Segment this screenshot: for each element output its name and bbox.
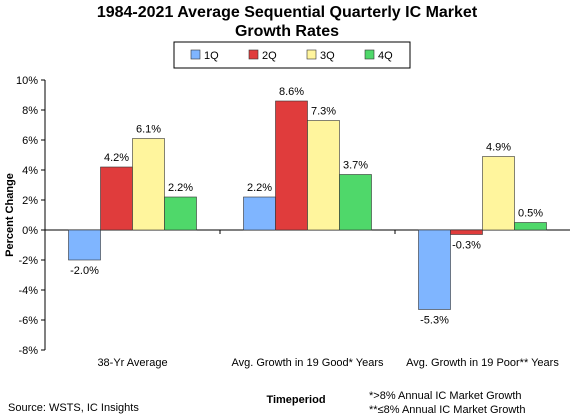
y-tick-label: 0%: [22, 225, 38, 237]
bar-2q-avg-growth-in-19-good-years: [275, 100, 308, 231]
chart-title: 1984-2021 Average Sequential Quarterly I…: [97, 4, 478, 21]
y-tick-label: 6%: [22, 135, 38, 147]
data-label-1q-avg-growth-in-19-poor-years: -5.3%: [420, 315, 449, 327]
data-label-3q-avg-growth-in-19-poor-years: 4.9%: [486, 142, 511, 154]
legend-label-3q: 3Q: [320, 50, 335, 62]
source-note: Source: WSTS, IC Insights: [8, 402, 139, 414]
y-tick-label: 2%: [22, 195, 38, 207]
bar-3q-avg-growth-in-19-good-years: [307, 120, 340, 231]
legend-swatch-3q: [306, 49, 317, 60]
bar-1q-avg-growth-in-19-poor-years: [418, 229, 451, 310]
data-label-3q-avg-growth-in-19-good-years: 7.3%: [311, 106, 336, 118]
bar-1q-avg-growth-in-19-good-years: [243, 196, 276, 231]
bar-4q-avg-growth-in-19-good-years: [339, 174, 372, 231]
data-label-2q-avg-growth-in-19-poor-years: -0.3%: [452, 240, 481, 252]
category-label-avg-growth-in-19-good-years: Avg. Growth in 19 Good* Years: [231, 357, 384, 369]
y-tick-label: 4%: [22, 165, 38, 177]
category-label-38-yr-average: 38-Yr Average: [97, 357, 167, 369]
data-label-4q-avg-growth-in-19-poor-years: 0.5%: [518, 208, 543, 220]
legend-swatch-2q: [248, 49, 259, 60]
bar-1q-38-yr-average: [68, 229, 101, 261]
bar-3q-avg-growth-in-19-poor-years: [482, 156, 515, 231]
bars: -2.0% 4.2% 6.1% 2.2% 2.2% 8.6% 7.3% 3.7% -5.3% -0…: [68, 86, 547, 327]
legend-label-4q: 4Q: [378, 50, 393, 62]
bar-2q-38-yr-average: [100, 166, 133, 231]
bar-3q-38-yr-average: [132, 138, 165, 231]
y-tick-label: -8%: [18, 345, 38, 357]
x-axis-title: Timeperiod: [266, 394, 325, 406]
data-label-3q-38-yr-average: 6.1%: [136, 124, 161, 136]
legend-swatch-4q: [364, 49, 375, 60]
chart-subtitle: Growth Rates: [235, 23, 339, 40]
bar-4q-38-yr-average: [164, 196, 197, 231]
category-labels: 38-Yr Average Avg. Growth in 19 Good* Yea…: [97, 357, 559, 369]
bar-4q-avg-growth-in-19-poor-years: [514, 222, 547, 231]
data-label-1q-38-yr-average: -2.0%: [70, 265, 99, 277]
footnote-good-years: *>8% Annual IC Market Growth: [369, 390, 522, 402]
y-tick-label: -2%: [18, 255, 38, 267]
y-tick-label: -4%: [18, 285, 38, 297]
data-label-4q-avg-growth-in-19-good-years: 3.7%: [343, 160, 368, 172]
category-label-avg-growth-in-19-poor-years: Avg. Growth in 19 Poor** Years: [406, 357, 559, 369]
y-tick-label: 8%: [22, 105, 38, 117]
data-label-1q-avg-growth-in-19-good-years: 2.2%: [247, 182, 272, 194]
y-tick-label: -6%: [18, 315, 38, 327]
data-label-2q-avg-growth-in-19-good-years: 8.6%: [279, 86, 304, 98]
legend-swatch-1q: [190, 49, 201, 60]
legend: 1Q 2Q 3Q 4Q: [173, 41, 411, 69]
y-tick-label: 10%: [16, 75, 38, 87]
data-label-4q-38-yr-average: 2.2%: [168, 182, 193, 194]
legend-label-1q: 1Q: [204, 50, 219, 62]
footnote-poor-years: **≤8% Annual IC Market Growth: [369, 404, 525, 416]
bar-2q-avg-growth-in-19-poor-years: [450, 229, 483, 235]
legend-label-2q: 2Q: [262, 50, 277, 62]
data-label-2q-38-yr-average: 4.2%: [104, 152, 129, 164]
y-axis-title: Percent Change: [4, 173, 16, 257]
